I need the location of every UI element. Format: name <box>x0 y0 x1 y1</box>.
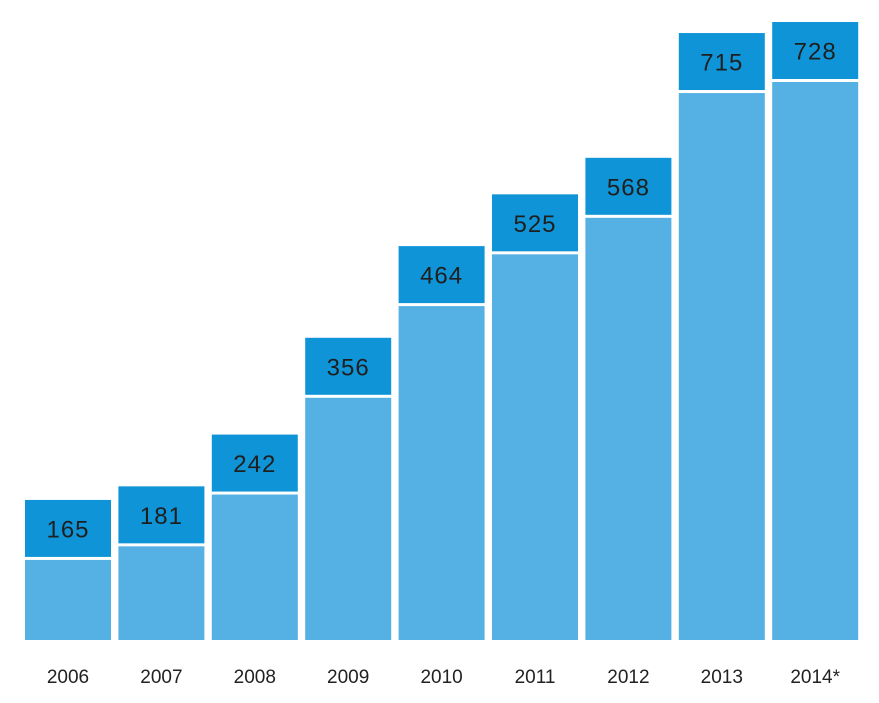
bar-value-cap <box>772 22 859 79</box>
x-tick-label: 2013 <box>701 667 743 688</box>
bar-value-cap <box>398 246 485 304</box>
bar-value-cap <box>25 499 111 557</box>
bar-value-cap <box>118 486 205 544</box>
bar <box>118 546 205 640</box>
bar <box>211 494 298 640</box>
data-label: 728 <box>794 39 837 66</box>
bar <box>492 254 578 641</box>
x-tick-label: 2014* <box>790 667 840 688</box>
bar-value-cap <box>585 157 672 215</box>
x-tick-label: 2008 <box>234 667 276 688</box>
bar <box>772 82 859 640</box>
data-label: 525 <box>513 211 556 238</box>
data-label: 568 <box>607 174 650 201</box>
bar <box>305 397 392 640</box>
bar <box>398 306 485 640</box>
bar <box>678 93 765 641</box>
data-label: 464 <box>420 263 463 290</box>
bar <box>585 217 672 641</box>
bar-value-cap <box>211 434 298 492</box>
x-tick-label: 2012 <box>607 667 649 688</box>
data-label: 715 <box>700 50 743 77</box>
x-tick-label: 2006 <box>47 667 89 688</box>
bar-value-cap <box>678 33 765 91</box>
data-label: 356 <box>327 354 370 381</box>
data-label: 242 <box>233 451 276 478</box>
bars-group: 165 181 242 356 464 525 568 715 728 <box>25 22 859 641</box>
x-tick-label: 2010 <box>420 667 462 688</box>
bar-value-cap <box>492 194 578 252</box>
x-tick-labels: 2006 2007 2008 2009 2010 2011 2012 2013 2014* <box>47 667 841 688</box>
x-tick-label: 2009 <box>327 667 369 688</box>
x-tick-label: 2011 <box>515 667 556 688</box>
data-label: 181 <box>140 503 183 530</box>
bar-value-cap <box>305 337 392 395</box>
x-tick-label: 2007 <box>140 667 182 688</box>
bar <box>25 559 111 640</box>
data-label: 165 <box>46 516 89 543</box>
